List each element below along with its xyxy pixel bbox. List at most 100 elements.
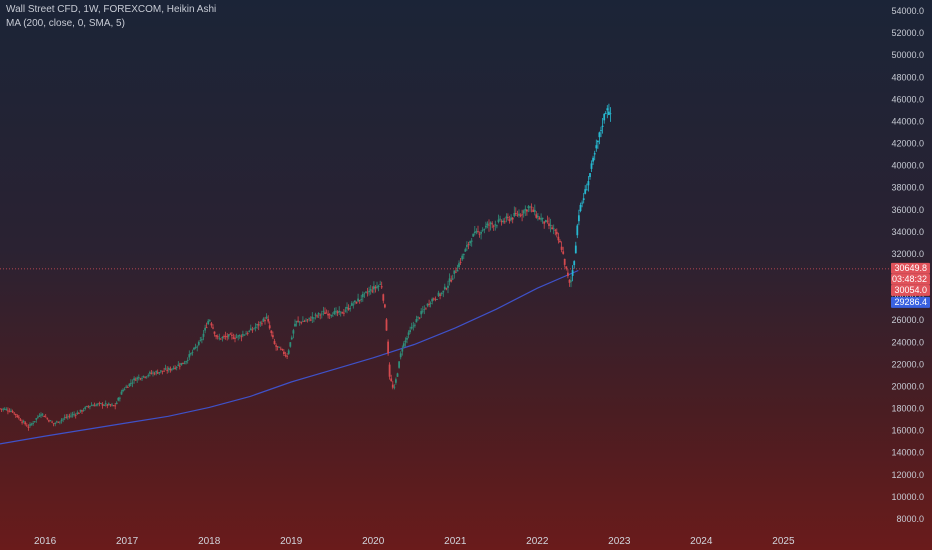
candle-body (455, 271, 457, 273)
candle-body (565, 266, 568, 269)
candle-body (169, 368, 172, 371)
candle-body (207, 320, 210, 325)
candle-body (568, 279, 571, 283)
candle-body (606, 108, 609, 111)
candle-body (346, 307, 348, 309)
y-tick-label: 34000.0 (891, 227, 924, 237)
candle-body (281, 349, 284, 350)
candle-body (456, 269, 459, 272)
candle-body (111, 404, 113, 406)
candle-body (275, 345, 277, 347)
candle-body (526, 209, 528, 212)
candle-body (186, 360, 189, 361)
candle-body (283, 351, 285, 354)
candle-body (35, 418, 38, 420)
candle-body (308, 317, 311, 319)
candle-body (428, 304, 430, 305)
candle-body (573, 261, 576, 266)
candle-body (216, 336, 219, 338)
y-tick-label: 52000.0 (891, 28, 924, 38)
candle-body (448, 278, 451, 282)
candle-body (226, 336, 229, 338)
candle-body (584, 189, 587, 194)
candle-body (338, 310, 341, 313)
candle-body (46, 418, 49, 420)
candle-body (3, 408, 6, 410)
candle-body (533, 209, 536, 212)
candle-body (16, 415, 19, 418)
candle-body (305, 320, 307, 322)
x-tick-label: 2024 (690, 536, 713, 547)
candle-body (581, 202, 583, 204)
candle-body (488, 224, 490, 226)
candle-body (193, 347, 195, 350)
candle-body (319, 314, 322, 316)
x-tick-label: 2022 (526, 536, 549, 547)
candle-body (494, 224, 497, 226)
y-tick-label: 8000.0 (896, 514, 924, 524)
candle-body (40, 414, 42, 416)
candle-body (322, 310, 325, 312)
candle-body (570, 280, 572, 282)
candle-body (70, 415, 72, 417)
legend-indicator[interactable]: MA (200, close, 0, SMA, 5) (6, 18, 125, 29)
candle-body (297, 320, 299, 322)
candle-body (120, 391, 123, 395)
candle-body (516, 214, 519, 216)
candle-body (590, 163, 593, 169)
candle-body (289, 342, 292, 347)
candle-body (366, 292, 369, 294)
candle-body (142, 375, 145, 377)
candle-body (344, 310, 347, 312)
candle-body (369, 289, 372, 291)
candle-body (218, 337, 221, 339)
candle-body (519, 215, 522, 217)
candle-body (535, 214, 538, 218)
candle-body (335, 310, 337, 312)
candle-body (492, 225, 495, 227)
candle-body (145, 376, 148, 378)
candle-body (182, 362, 184, 364)
candle-body (417, 316, 419, 318)
candle-body (27, 426, 30, 428)
candle-body (355, 301, 358, 304)
candle-body (331, 315, 334, 317)
candle-body (571, 270, 574, 276)
candle-body (361, 294, 364, 298)
x-tick-label: 2023 (608, 536, 631, 547)
candle-body (43, 415, 46, 417)
candle-body (423, 309, 426, 310)
candle-body (418, 317, 421, 319)
candle-body (122, 389, 124, 392)
candle-body (298, 321, 301, 323)
y-tick-label: 18000.0 (891, 404, 924, 414)
y-axis[interactable]: 8000.0 10000.0 12000.0 14000.0 16000.0 18000.… (891, 6, 924, 524)
candle-body (178, 365, 181, 367)
candle-body (21, 421, 23, 423)
candle-body (196, 346, 199, 348)
candle-body (93, 405, 96, 407)
countdown-tag-bg (891, 273, 930, 285)
x-axis[interactable]: 2016 2017 2018 2019 2020 2021 2022 2023 2024 2025 (34, 536, 795, 547)
candle-body (300, 322, 303, 324)
candle-body (76, 412, 79, 415)
candle-body (514, 213, 517, 215)
candle-body (354, 300, 356, 303)
candle-body (66, 416, 69, 418)
candle-body (459, 262, 462, 263)
y-tick-label: 32000.0 (891, 249, 924, 259)
candle-body (49, 420, 52, 422)
candle-body (79, 409, 82, 412)
candle-body (126, 387, 129, 388)
candle-body (398, 361, 400, 368)
candle-body (164, 368, 167, 370)
candle-body (467, 244, 470, 245)
candle-body (357, 298, 359, 302)
candle-body (317, 313, 320, 315)
candle-body (202, 333, 205, 337)
candle-body (544, 220, 547, 223)
candle-body (292, 330, 295, 334)
candle-body (330, 315, 333, 316)
open-price-tag: 30054.0 (894, 285, 927, 295)
